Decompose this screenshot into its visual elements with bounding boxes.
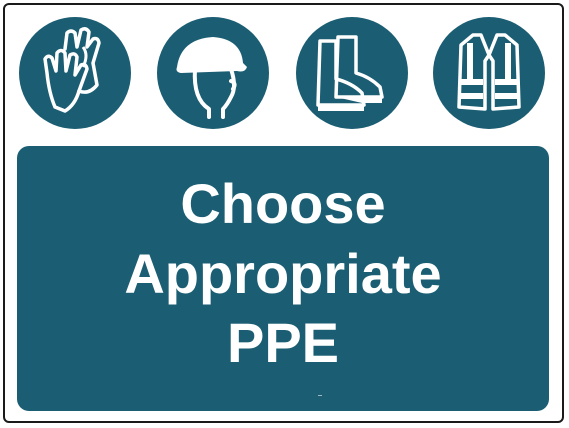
message-line-1: Choose [180,172,386,235]
safety-boots-icon [296,17,408,129]
message-line-2: Appropriate [124,242,442,305]
hi-vis-vest-icon [433,17,545,129]
message-panel: Choose Appropriate PPE [17,146,549,411]
hard-hat-icon [157,17,269,129]
panel-mark [318,395,322,396]
ppe-icons-row [0,0,569,140]
message-line-3: PPE [226,311,340,374]
gloves-icon [19,17,131,129]
